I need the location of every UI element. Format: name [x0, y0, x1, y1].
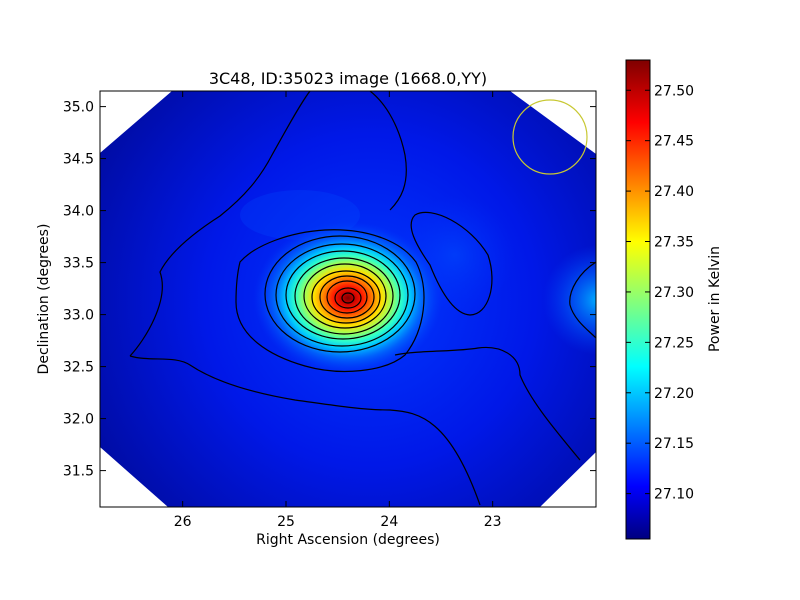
- colorbar-tick-label: 27.10: [654, 487, 694, 503]
- y-tick-label: 31.5: [63, 464, 94, 480]
- source-emission: [100, 91, 596, 507]
- heatmap-image: [100, 91, 596, 507]
- y-axis-ticks: 31.5 32.0 32.5 33.0 33.5 34.0 34.5 35.0: [63, 100, 596, 480]
- image-footprint-masks: [100, 91, 596, 507]
- contour-lines: [129, 91, 596, 506]
- contour-main-3: [275, 243, 409, 347]
- y-axis-label: Declination (degrees): [36, 224, 52, 375]
- colorbar-tick-label: 27.30: [654, 285, 694, 301]
- contour-main-8: [319, 275, 375, 319]
- y-tick-label: 33.0: [63, 308, 94, 324]
- colorbar-tick-label: 27.20: [654, 386, 694, 402]
- colorbar-tick-label: 27.45: [654, 134, 694, 150]
- colorbar: [625, 59, 651, 540]
- colorbar-tick-label: 27.40: [654, 184, 694, 200]
- y-tick-label: 34.5: [63, 152, 94, 168]
- colorbar-label: Power in Kelvin: [707, 246, 723, 352]
- colorbar-tick-label: 27.25: [654, 335, 694, 351]
- contour-top-left: [129, 91, 311, 357]
- x-tick-label: 23: [484, 514, 502, 530]
- contour-main-6: [303, 263, 387, 329]
- contour-right-lower: [394, 346, 581, 461]
- contour-main-1: [235, 229, 425, 373]
- contour-right-edge: [569, 261, 596, 339]
- beam-marker: [512, 99, 588, 175]
- contour-main-2: [264, 235, 416, 353]
- contour-main-9: [326, 280, 368, 314]
- contour-main-5: [294, 257, 394, 335]
- colorbar-tick-label: 27.50: [654, 83, 694, 99]
- y-tick-label: 34.0: [63, 204, 94, 220]
- x-axis-label: Right Ascension (degrees): [256, 532, 440, 548]
- plot-frame: [99, 90, 597, 508]
- x-tick-label: 26: [174, 514, 192, 530]
- y-tick-label: 32.5: [63, 360, 94, 376]
- contour-main-11: [341, 292, 355, 304]
- contour-top-mid: [369, 91, 407, 211]
- chart-title: 3C48, ID:35023 image (1668.0,YY): [209, 69, 487, 88]
- y-tick-label: 33.5: [63, 256, 94, 272]
- x-axis-ticks: 26 25 24 23: [174, 91, 502, 530]
- contour-outer-left: [129, 355, 481, 506]
- contour-main-7: [311, 270, 381, 324]
- colorbar-tick-label: 27.15: [654, 436, 694, 452]
- colorbar-tick-label: 27.35: [654, 235, 694, 251]
- y-tick-label: 35.0: [63, 100, 94, 116]
- contour-main-10: [334, 287, 362, 309]
- y-tick-label: 32.0: [63, 412, 94, 428]
- colorbar-ticks: 27.10 27.15 27.20 27.25 27.30 27.35 27.40 27.45…: [626, 83, 694, 503]
- contour-main-4: [285, 250, 401, 340]
- contour-lobe: [410, 211, 493, 316]
- x-tick-label: 24: [380, 514, 398, 530]
- x-tick-label: 25: [277, 514, 295, 530]
